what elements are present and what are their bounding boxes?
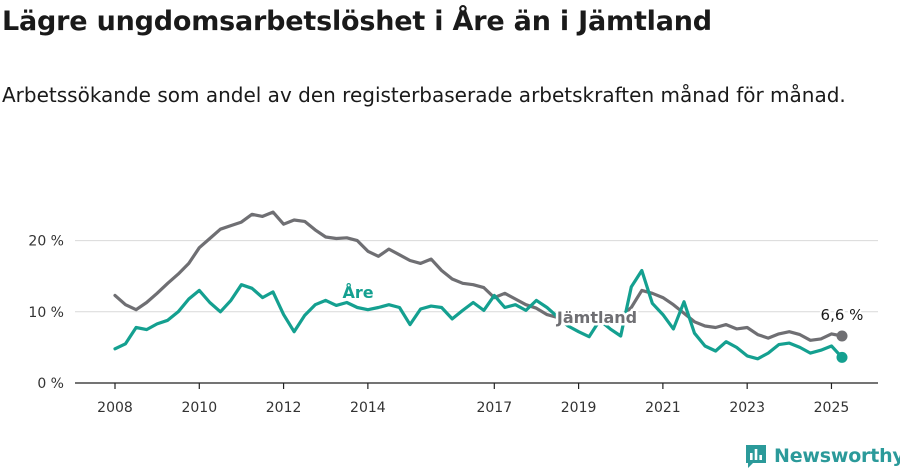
y-tick-label: 20 % (28, 234, 64, 250)
series-label-are: Åre (342, 283, 373, 302)
y-tick-label: 0 % (37, 376, 64, 392)
x-tick-label: 2025 (814, 400, 850, 416)
y-tick-labels: 0 % 10 % 20 % (28, 234, 64, 392)
series-labels: Åre Jämtland 6,6 % (340, 281, 866, 330)
x-tick-label: 2008 (97, 400, 133, 416)
x-tick-label: 2012 (266, 400, 302, 416)
x-tick-label: 2010 (181, 400, 217, 416)
end-label-jamtland: 6,6 % (821, 306, 864, 324)
series-line-are (113, 268, 844, 361)
series-label-jamtland: Jämtland (556, 308, 637, 327)
chart-subtitle: Arbetssökande som andel av den registerb… (2, 83, 846, 107)
newsworthy-logo: Newsworthy (744, 442, 900, 470)
x-axis: 2008 2010 2012 2014 2017 2019 2021 2023 2025 (75, 382, 878, 416)
x-tick-label: 2019 (561, 400, 597, 416)
series-lines (113, 210, 848, 363)
x-tick-label: 2023 (729, 400, 765, 416)
newsworthy-logo-icon (746, 445, 766, 468)
brand-name: Newsworthy (774, 445, 900, 467)
end-point-jamtland (836, 330, 848, 342)
x-tick-label: 2021 (645, 400, 681, 416)
x-tick-label: 2017 (476, 400, 512, 416)
y-tick-label: 10 % (28, 305, 64, 321)
end-point-are (836, 351, 848, 363)
series-line-jamtland (113, 210, 844, 342)
x-tick-label: 2014 (350, 400, 386, 416)
chart-title: Lägre ungdomsarbetslöshet i Åre än i Jäm… (2, 6, 712, 37)
